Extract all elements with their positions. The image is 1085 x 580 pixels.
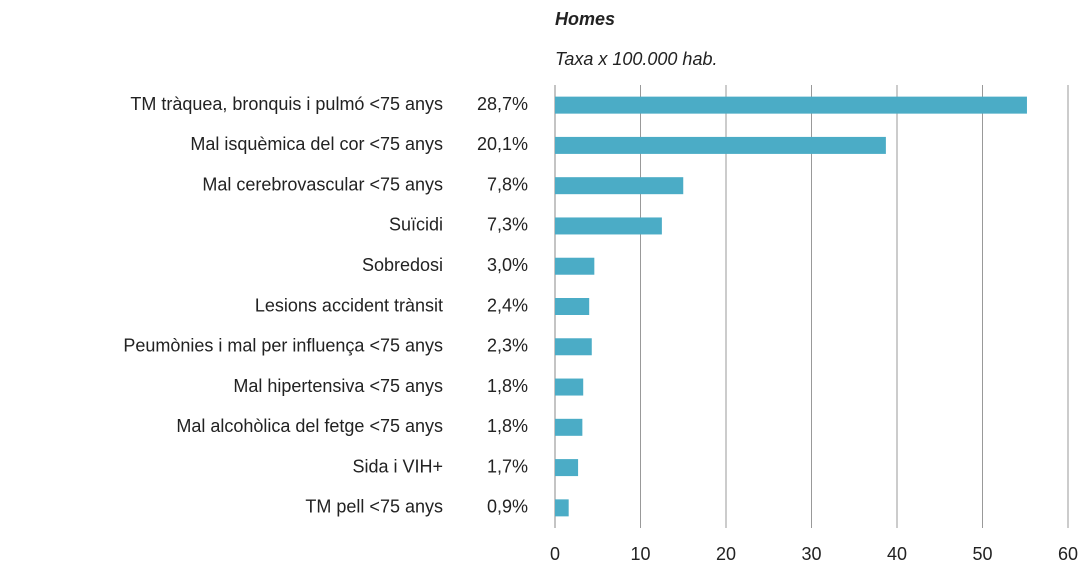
share-label: 2,3%: [487, 336, 528, 356]
bar: [555, 217, 662, 235]
share-label: 2,4%: [487, 295, 528, 315]
y-tick-label: Mal hipertensiva <75 anys: [233, 376, 443, 396]
x-tick-label: 50: [972, 544, 992, 564]
y-tick-label: Mal cerebrovascular <75 anys: [202, 174, 443, 194]
y-tick-label: Sobredosi: [362, 255, 443, 275]
bar: [555, 298, 590, 315]
y-tick-label: Mal alcohòlica del fetge <75 anys: [176, 416, 443, 436]
share-label: 3,0%: [487, 255, 528, 275]
x-tick-label: 0: [550, 544, 560, 564]
share-label: 1,8%: [487, 416, 528, 436]
y-tick-label: TM tràquea, bronquis i pulmó <75 anys: [130, 94, 443, 114]
share-label: 20,1%: [477, 134, 528, 154]
bar: [555, 338, 592, 356]
y-tick-label: Sida i VIH+: [352, 456, 443, 476]
x-tick-label: 40: [887, 544, 907, 564]
bar: [555, 136, 886, 154]
bar: [555, 96, 1027, 114]
share-label: 7,8%: [487, 174, 528, 194]
share-label: 7,3%: [487, 215, 528, 235]
share-label: 1,7%: [487, 456, 528, 476]
x-tick-label: 10: [630, 544, 650, 564]
y-tick-label: Peumònies i mal per influença <75 anys: [123, 336, 443, 356]
bar: [555, 499, 569, 517]
y-tick-label: TM pell <75 anys: [305, 497, 443, 517]
bar: [555, 378, 584, 396]
chart-subtitle: Taxa x 100.000 hab.: [555, 49, 717, 69]
share-label: 28,7%: [477, 94, 528, 114]
share-label: 0,9%: [487, 497, 528, 517]
y-tick-label: Suïcidi: [389, 215, 443, 235]
y-tick-label: Lesions accident trànsit: [255, 295, 443, 315]
bar: [555, 257, 595, 275]
bar: [555, 459, 579, 477]
x-tick-label: 20: [716, 544, 736, 564]
x-tick-label: 60: [1058, 544, 1078, 564]
x-tick-label: 30: [801, 544, 821, 564]
bar: [555, 418, 583, 436]
y-tick-label: Mal isquèmica del cor <75 anys: [190, 134, 443, 154]
bar: [555, 177, 684, 195]
chart-title: Homes: [555, 9, 615, 29]
share-label: 1,8%: [487, 376, 528, 396]
